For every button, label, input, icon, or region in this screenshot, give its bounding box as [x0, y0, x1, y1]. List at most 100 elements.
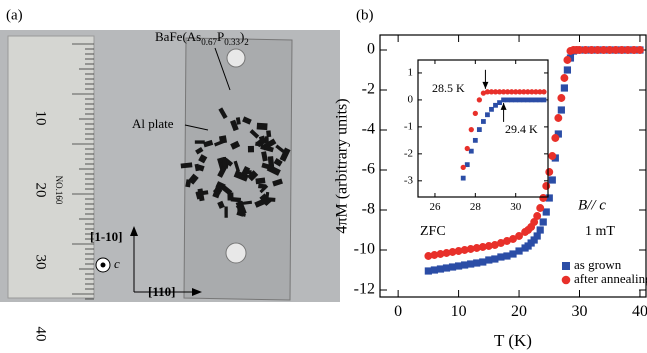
- data-point: [548, 176, 556, 184]
- y-tick-label: -2: [404, 147, 413, 159]
- data-point: [533, 212, 542, 220]
- data-point: [521, 89, 527, 95]
- data-point: [629, 46, 638, 54]
- data-point: [485, 256, 493, 264]
- data-point: [513, 97, 519, 103]
- data-point: [599, 46, 608, 54]
- pointer: [184, 124, 209, 131]
- data-point: [464, 145, 470, 152]
- data-point: [542, 182, 551, 190]
- data-point: [529, 97, 535, 103]
- x-tick-label: 20: [511, 303, 527, 320]
- crystal: [180, 162, 193, 169]
- data-point: [530, 236, 538, 244]
- crystal: [243, 169, 252, 175]
- crystal: [230, 119, 239, 132]
- data-point: [464, 162, 470, 168]
- data-point: [448, 263, 457, 271]
- x-tick-label: 10: [451, 303, 467, 320]
- crystal: [198, 154, 208, 164]
- ruler-number: 20: [33, 183, 49, 198]
- data-point: [478, 243, 487, 251]
- annotation: 29.4 K: [505, 122, 538, 136]
- data-point: [537, 97, 543, 103]
- data-point: [472, 244, 481, 252]
- formula-part: 2: [244, 37, 249, 47]
- crystal: [255, 141, 264, 147]
- data-point: [617, 46, 626, 54]
- crystal: [214, 140, 224, 147]
- crystal: [203, 139, 214, 148]
- crystal: [233, 170, 249, 182]
- annotation: B// c: [578, 197, 606, 213]
- data-point: [466, 245, 475, 253]
- crystal: [255, 177, 266, 185]
- data-point: [557, 106, 565, 114]
- annotation: 28.5 K: [432, 81, 465, 95]
- arrow-head: [192, 288, 202, 296]
- data-point: [448, 248, 457, 256]
- data-point: [504, 89, 511, 95]
- data-point: [525, 89, 531, 95]
- data-point: [533, 89, 539, 95]
- data-point: [537, 89, 543, 95]
- crystal: [272, 178, 283, 187]
- data-point: [493, 102, 498, 108]
- data-point: [611, 46, 620, 54]
- data-point: [491, 255, 499, 263]
- ruler-note: NO.160: [54, 176, 64, 205]
- data-point: [492, 89, 499, 95]
- data-point: [515, 232, 524, 240]
- crystal: [266, 164, 281, 176]
- crystal: [195, 146, 204, 155]
- data-point: [509, 250, 517, 258]
- y-tick-label: -1: [404, 120, 413, 132]
- data-point: [500, 89, 507, 95]
- data-point: [545, 168, 554, 176]
- crystal: [256, 122, 268, 131]
- data-point: [581, 46, 590, 54]
- crystal: [275, 144, 285, 153]
- crystal: [264, 136, 269, 144]
- data-point: [533, 232, 541, 240]
- data-point: [505, 97, 511, 103]
- data-point: [509, 97, 515, 103]
- data-point: [503, 252, 511, 260]
- crystal: [212, 183, 224, 199]
- crystal: [235, 200, 247, 216]
- y-tick-label: 1: [408, 66, 414, 78]
- data-point: [509, 89, 515, 95]
- data-point: [513, 89, 519, 95]
- legend-marker: [561, 275, 571, 285]
- data-point: [542, 208, 550, 216]
- data-point: [442, 264, 451, 272]
- data-point: [497, 253, 505, 261]
- data-point: [473, 259, 481, 267]
- data-point: [557, 94, 566, 102]
- crystal: [222, 156, 227, 167]
- data-point: [490, 241, 499, 249]
- data-point: [575, 46, 584, 54]
- data-point: [454, 247, 463, 255]
- data-point: [476, 97, 483, 103]
- data-point: [496, 89, 503, 95]
- data-point: [442, 249, 451, 257]
- data-point: [480, 90, 487, 96]
- formula-part: ): [240, 29, 244, 44]
- data-point: [623, 46, 632, 54]
- data-point: [525, 97, 531, 103]
- data-point: [467, 260, 475, 268]
- data-point: [436, 250, 445, 258]
- data-point: [424, 252, 433, 260]
- crystal: [221, 184, 233, 196]
- crystal: [235, 117, 241, 125]
- data-point: [460, 175, 466, 181]
- data-point: [554, 130, 562, 138]
- x-tick-label: 30: [510, 201, 522, 213]
- data-point: [489, 106, 494, 112]
- formula-part: BaFe(As: [155, 29, 201, 44]
- data-point: [635, 46, 644, 54]
- panel-label: (a): [6, 7, 23, 23]
- x-axis-label: T (K): [494, 331, 532, 350]
- crystal: [242, 116, 252, 125]
